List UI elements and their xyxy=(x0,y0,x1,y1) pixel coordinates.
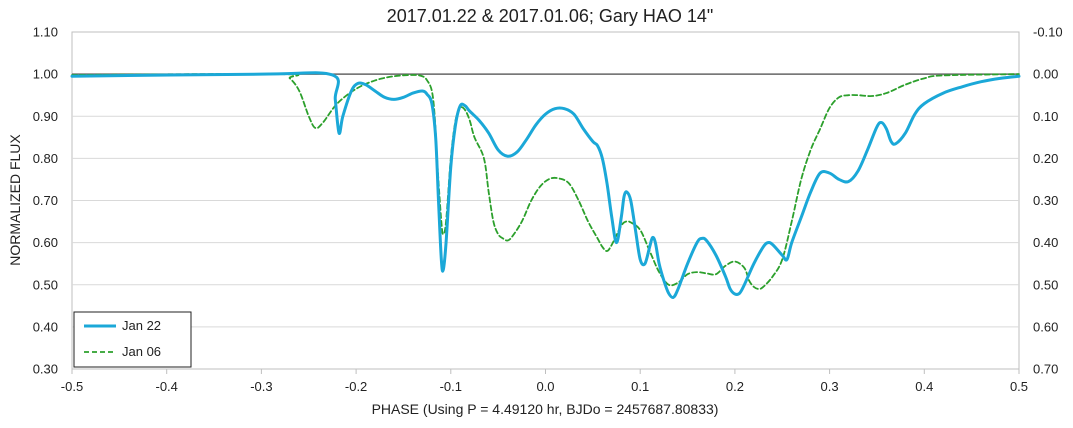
y-left-tick-label: 0.80 xyxy=(33,151,58,166)
x-tick-label: 0.3 xyxy=(821,379,839,394)
x-tick-label: -0.3 xyxy=(250,379,272,394)
x-tick-label: -0.4 xyxy=(155,379,177,394)
y-right-tick-label: 0.50 xyxy=(1033,277,1058,292)
x-tick-label: 0.0 xyxy=(536,379,554,394)
y-left-tick-label: 1.10 xyxy=(33,25,58,40)
y-left-tick-label: 0.30 xyxy=(33,362,58,377)
series-lines xyxy=(70,71,1021,300)
y-right-tick-label: 0.70 xyxy=(1033,362,1058,377)
legend-box xyxy=(73,311,192,368)
x-tick-label: 0.1 xyxy=(631,379,649,394)
y-left-tick-label: 0.60 xyxy=(33,235,58,250)
series-line-jan-22 xyxy=(70,71,1021,300)
y-axis-left-ticks: 0.30 0.40 0.50 0.60 0.70 0.80 0.90 1.00 1.10 xyxy=(33,25,58,377)
x-tick-label: -0.2 xyxy=(345,379,367,394)
x-tick-label: 0.5 xyxy=(1010,379,1028,394)
y-left-tick-label: 0.70 xyxy=(33,193,58,208)
x-tick-label: -0.5 xyxy=(61,379,83,394)
legend: Jan 22 Jan 06 xyxy=(73,311,192,368)
y-left-tick-label: 1.00 xyxy=(33,67,58,82)
y-left-tick-label: 0.50 xyxy=(33,277,58,292)
legend-label-jan-06: Jan 06 xyxy=(122,344,161,359)
x-tick-label: 0.4 xyxy=(915,379,933,394)
x-axis-ticks: -0.5 -0.4 -0.3 -0.2 -0.1 0.0 0.1 0.2 0.3 0.4 0.5 xyxy=(61,369,1028,394)
y-right-tick-label: -0.10 xyxy=(1033,25,1063,40)
chart-title: 2017.01.22 & 2017.01.06; Gary HAO 14" xyxy=(387,6,714,26)
y-right-tick-label: 0.30 xyxy=(1033,193,1058,208)
y-axis-label: NORMALIZED FLUX xyxy=(7,134,23,266)
y-right-tick-label: 0.40 xyxy=(1033,235,1058,250)
y-right-tick-label: 0.00 xyxy=(1033,67,1058,82)
x-axis-label: PHASE (Using P = 4.49120 hr, BJDo = 2457… xyxy=(372,401,719,417)
y-axis-right-ticks: 0.70 0.60 0.50 0.40 0.30 0.20 0.10 0.00 -0.10 xyxy=(1033,25,1063,377)
legend-label-jan-22: Jan 22 xyxy=(122,318,161,333)
x-tick-label: 0.2 xyxy=(726,379,744,394)
series-line-jan-06 xyxy=(71,73,1020,290)
y-right-tick-label: 0.60 xyxy=(1033,319,1058,334)
y-right-tick-label: 0.20 xyxy=(1033,151,1058,166)
y-right-tick-label: 0.10 xyxy=(1033,109,1058,124)
x-tick-label: -0.1 xyxy=(440,379,462,394)
y-left-tick-label: 0.90 xyxy=(33,109,58,124)
y-left-tick-label: 0.40 xyxy=(33,319,58,334)
